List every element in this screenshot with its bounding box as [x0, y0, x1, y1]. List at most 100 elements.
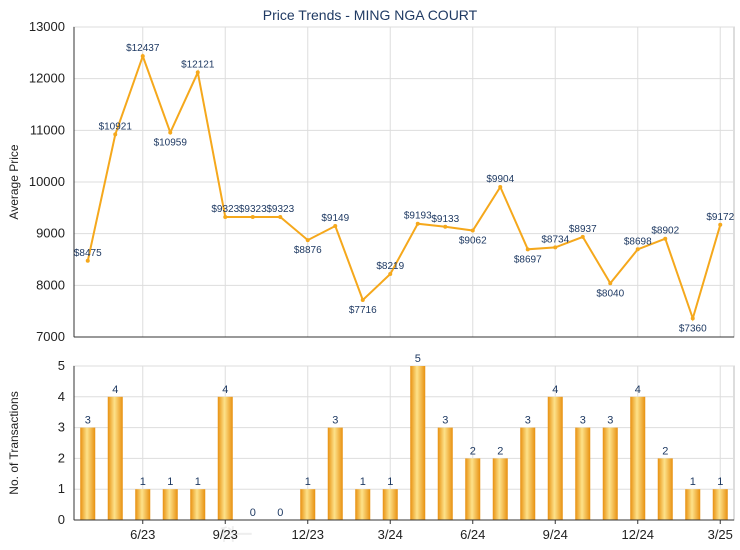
- tx-y-tick-label: 0: [58, 512, 65, 527]
- price-data-label: $9172: [706, 212, 734, 223]
- tx-bar: [135, 489, 151, 520]
- tx-x-tick-label: 3/24: [378, 527, 403, 542]
- tx-bar: [190, 489, 206, 520]
- price-point: [415, 221, 420, 226]
- tx-bar-label: 4: [552, 384, 558, 396]
- tx-y-tick-label: 4: [58, 389, 65, 404]
- tx-bar-label: 3: [85, 415, 91, 427]
- tx-bar: [80, 427, 96, 520]
- price-data-label: $8937: [569, 224, 597, 235]
- price-y-tick-label: 7000: [36, 329, 65, 344]
- price-point: [250, 214, 255, 219]
- price-y-tick-label: 11000: [30, 122, 65, 137]
- price-point: [195, 70, 200, 75]
- price-data-label: $10921: [99, 121, 133, 132]
- price-point: [608, 281, 613, 286]
- price-point: [223, 214, 228, 219]
- price-data-label: $9323: [266, 204, 294, 215]
- tx-bar-label: 1: [140, 476, 146, 488]
- tx-bar-label: 1: [195, 476, 201, 488]
- price-data-label: $9133: [431, 214, 459, 225]
- tx-x-tick-label: 9/24: [543, 527, 568, 542]
- tx-bar-label: 3: [332, 415, 338, 427]
- price-point: [113, 132, 118, 137]
- price-point: [360, 298, 365, 303]
- price-data-label: $8902: [651, 226, 679, 237]
- price-y-tick-label: 12000: [29, 71, 65, 86]
- tx-bar: [410, 366, 426, 520]
- tx-bar-label: 3: [580, 415, 586, 427]
- tx-bar-label: 2: [662, 445, 668, 457]
- price-point: [333, 223, 338, 228]
- tx-bar-label: 4: [222, 384, 228, 396]
- tx-bar-label: 3: [525, 415, 531, 427]
- tx-y-tick-label: 3: [58, 420, 65, 435]
- tx-bar: [355, 489, 371, 520]
- price-data-label: $9904: [486, 174, 514, 185]
- tx-bar-label: 3: [442, 415, 448, 427]
- tx-bar: [520, 427, 536, 520]
- tx-bar: [712, 489, 728, 520]
- price-point: [718, 222, 723, 227]
- price-data-label: $8734: [541, 234, 569, 245]
- tx-bar-label: 1: [167, 476, 173, 488]
- price-data-label: $8040: [596, 288, 624, 299]
- tx-bar: [107, 396, 123, 520]
- tx-x-tick-label: 12/23: [291, 527, 324, 542]
- price-y-tick-label: 10000: [29, 174, 65, 189]
- price-data-label: $8219: [376, 261, 404, 272]
- tx-x-tick-label: 6/23: [130, 527, 155, 542]
- price-data-label: $9062: [459, 235, 487, 246]
- tx-bar: [547, 396, 563, 520]
- tx-bar-label: 4: [635, 384, 641, 396]
- tx-x-tick-label: 9/23: [213, 527, 238, 542]
- price-data-label: $7360: [679, 323, 707, 334]
- price-point: [470, 228, 475, 233]
- tx-x-tick-label: 12/24: [621, 527, 654, 542]
- tx-bar: [602, 427, 618, 520]
- tx-bar-label: 3: [607, 415, 613, 427]
- watermark-mark: 科一: [220, 525, 252, 544]
- price-point: [498, 184, 503, 189]
- tx-bar-label: 2: [470, 445, 476, 457]
- price-point: [388, 272, 393, 277]
- price-data-label: $9323: [211, 204, 239, 215]
- tx-bar-label: 1: [690, 476, 696, 488]
- price-data-label: $12437: [126, 43, 160, 54]
- price-y-tick-label: 8000: [36, 277, 65, 292]
- tx-y-tick-label: 1: [58, 481, 65, 496]
- tx-bar: [492, 458, 508, 520]
- price-point: [525, 247, 530, 252]
- price-series-line: [86, 53, 722, 322]
- transactions-panel: 0 1 2 3 4 5 3 4 1 1 1 4 0 0 1 3 1 1 5 3 2 2 3 4 3 3 4 2 1 1 6/23 9/23 12…: [7, 353, 735, 542]
- price-data-label: $9149: [321, 213, 349, 224]
- price-y-tick-label: 13000: [29, 19, 65, 34]
- price-data-label: $8475: [74, 248, 102, 259]
- tx-bar-label: 1: [387, 476, 393, 488]
- price-y-axis-label: Average Price: [7, 144, 21, 219]
- price-data-label: $8876: [294, 245, 322, 256]
- price-point: [443, 224, 448, 229]
- tx-bar-label: 0: [277, 507, 283, 519]
- tx-bar: [630, 396, 646, 520]
- tx-y-axis-label: No. of Transactions: [7, 391, 21, 494]
- tx-bar: [465, 458, 481, 520]
- price-panel: 7000 8000 9000 10000 11000 12000 13000 Average …: [7, 19, 735, 344]
- price-data-label: $8698: [624, 236, 652, 247]
- price-point: [85, 258, 90, 263]
- price-point: [580, 234, 585, 239]
- price-data-label: $9323: [239, 204, 267, 215]
- tx-bar: [657, 458, 673, 520]
- price-point: [278, 214, 283, 219]
- price-point: [635, 247, 640, 252]
- price-point: [690, 316, 695, 321]
- tx-bar: [217, 396, 233, 520]
- tx-bar-label: 4: [112, 384, 118, 396]
- tx-bar: [382, 489, 398, 520]
- tx-bar: [575, 427, 591, 520]
- tx-bar-label: 2: [497, 445, 503, 457]
- tx-bar-label: 1: [360, 476, 366, 488]
- chart-title: Price Trends - MING NGA COURT: [263, 7, 478, 23]
